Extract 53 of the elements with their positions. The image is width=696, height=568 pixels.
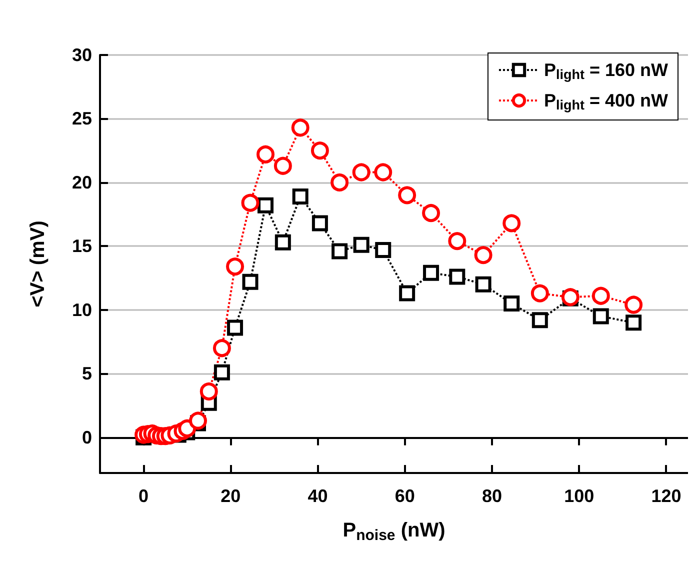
point (226, 258, 244, 276)
y-tick-label: 30 (72, 45, 92, 65)
x-tick-label: 20 (220, 486, 241, 506)
point (332, 243, 348, 260)
x-tick-label: 120 (651, 486, 682, 506)
point (530, 284, 549, 302)
point (375, 242, 392, 258)
point (189, 412, 207, 430)
x-tick-label: 60 (394, 486, 415, 506)
y-tick-label: 25 (72, 108, 92, 129)
point (274, 234, 291, 250)
y-tick-label: 5 (82, 364, 92, 384)
point (353, 236, 370, 253)
point (475, 276, 492, 292)
y-tick-label: 15 (72, 236, 92, 256)
point (502, 214, 521, 232)
point (448, 232, 466, 250)
y-tick-label: 10 (72, 300, 92, 320)
point (227, 320, 244, 336)
point (624, 296, 643, 314)
point (242, 274, 258, 290)
x-tick-label: 40 (308, 486, 328, 506)
x-tick-label: 100 (564, 486, 594, 506)
point (449, 268, 466, 285)
point (399, 285, 416, 302)
point (504, 296, 520, 312)
point (626, 314, 642, 331)
point (374, 163, 392, 182)
point (241, 194, 260, 212)
point (532, 312, 548, 328)
point (474, 246, 492, 264)
point (312, 215, 328, 232)
point (398, 186, 416, 204)
point (274, 156, 292, 175)
point (422, 204, 440, 222)
point (292, 188, 308, 204)
point (256, 145, 275, 164)
y-axis-title: <V> (mV) (27, 220, 49, 308)
point (592, 308, 609, 324)
point (352, 163, 370, 182)
point (310, 142, 329, 160)
point (330, 173, 349, 192)
point (212, 339, 231, 358)
point (423, 264, 440, 281)
point (291, 118, 310, 137)
y-tick-label: 0 (82, 427, 92, 448)
point (200, 382, 218, 400)
x-tick-label: 80 (482, 486, 502, 506)
point (592, 286, 610, 305)
x-tick-label: 0 (138, 486, 149, 506)
point (258, 197, 274, 214)
point (214, 364, 230, 380)
y-tick-label: 20 (72, 172, 92, 192)
